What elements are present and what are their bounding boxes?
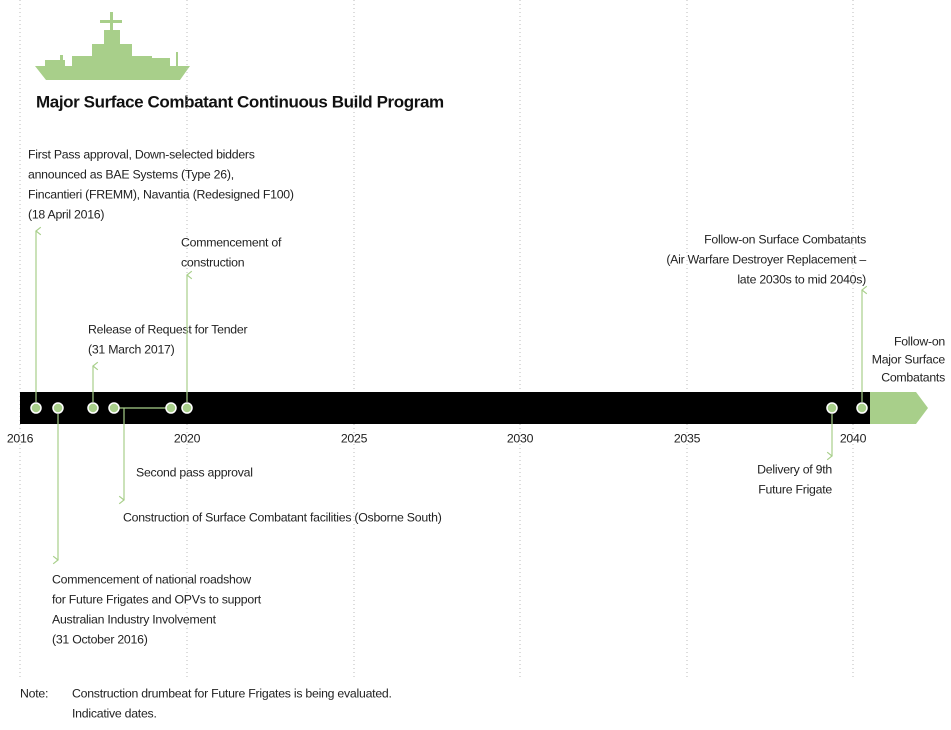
event-label: Future Frigate — [758, 482, 832, 496]
year-label: 2016 — [7, 431, 34, 445]
event-label: Follow-on Surface Combatants — [704, 232, 866, 246]
event-label: for Future Frigates and OPVs to support — [52, 592, 262, 606]
event-label: First Pass approval, Down-selected bidde… — [28, 147, 255, 161]
event-label: Release of Request for Tender — [88, 322, 247, 336]
labels: Follow-on Major Surface Combatants Note: Con… — [20, 334, 946, 720]
year-label: 2030 — [507, 431, 534, 445]
event-dot — [826, 402, 838, 414]
event-label: late 2030s to mid 2040s) — [737, 272, 866, 286]
event-label: Commencement of national roadshow — [52, 572, 251, 586]
year-label: 2035 — [674, 431, 701, 445]
event-label: Fincantieri (FREMM), Navantia (Redesigne… — [28, 187, 294, 201]
event-dot — [165, 402, 177, 414]
end-label: Major Surface — [872, 352, 946, 366]
title: Major Surface Combatant Continuous Build… — [36, 92, 444, 111]
end-label: Combatants — [881, 370, 945, 384]
note-label: Note: — [20, 686, 48, 700]
event-dot — [87, 402, 99, 414]
event-label: Second pass approval — [136, 465, 253, 479]
note-text: Indicative dates. — [72, 706, 157, 720]
event-label: (18 April 2016) — [28, 207, 104, 221]
event-label: Australian Industry Involvement — [52, 612, 217, 626]
event-label: (31 October 2016) — [52, 632, 148, 646]
year-label: 2020 — [174, 431, 201, 445]
event-label: (31 March 2017) — [88, 342, 175, 356]
event-dot — [52, 402, 64, 414]
event-label: construction — [181, 255, 245, 269]
event-label: Commencement of — [181, 235, 282, 249]
event-label: Construction of Surface Combatant facili… — [123, 510, 442, 524]
end-label: Follow-on — [894, 334, 945, 348]
event-dot — [108, 402, 120, 414]
event-label: Delivery of 9th — [757, 462, 832, 476]
year-label: 2040 — [840, 431, 867, 445]
event-label: (Air Warfare Destroyer Replacement – — [666, 252, 866, 266]
event-dot — [856, 402, 868, 414]
event-label: announced as BAE Systems (Type 26), — [28, 167, 234, 181]
note-text: Construction drumbeat for Future Frigate… — [72, 686, 392, 700]
future-arrow — [870, 392, 928, 424]
event-dot — [181, 402, 193, 414]
event-dot — [30, 402, 42, 414]
year-label: 2025 — [341, 431, 368, 445]
events: First Pass approval, Down-selected bidde… — [28, 147, 868, 646]
ship-icon — [35, 12, 190, 80]
